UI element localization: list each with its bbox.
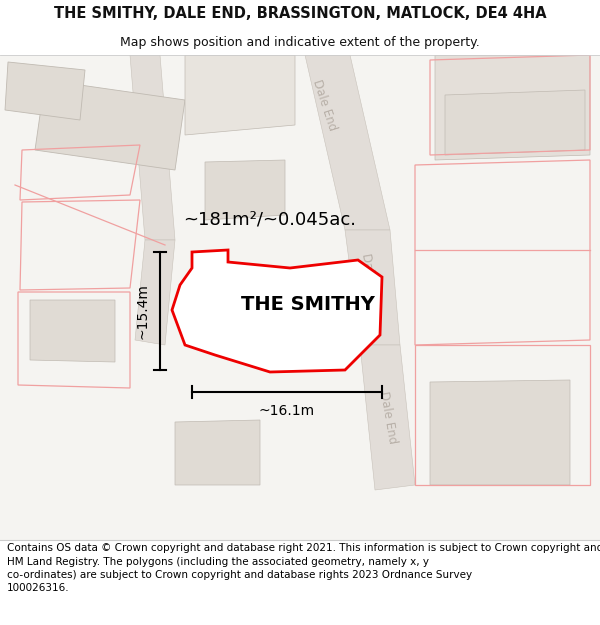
Polygon shape <box>5 62 85 120</box>
Polygon shape <box>130 55 175 240</box>
Text: ~16.1m: ~16.1m <box>259 404 315 418</box>
Polygon shape <box>435 55 590 160</box>
Polygon shape <box>35 80 185 170</box>
Text: Map shows position and indicative extent of the property.: Map shows position and indicative extent… <box>120 36 480 49</box>
Polygon shape <box>172 250 382 372</box>
Polygon shape <box>345 230 400 345</box>
Polygon shape <box>305 55 390 230</box>
Text: THE SMITHY: THE SMITHY <box>241 296 375 314</box>
Polygon shape <box>205 160 285 220</box>
Text: Dale End: Dale End <box>359 253 381 308</box>
Text: ~15.4m: ~15.4m <box>136 283 150 339</box>
Polygon shape <box>360 345 415 490</box>
Polygon shape <box>185 55 295 135</box>
Text: THE SMITHY, DALE END, BRASSINGTON, MATLOCK, DE4 4HA: THE SMITHY, DALE END, BRASSINGTON, MATLO… <box>53 6 547 21</box>
Polygon shape <box>445 90 585 155</box>
Text: ~181m²/~0.045ac.: ~181m²/~0.045ac. <box>183 211 356 229</box>
Text: Contains OS data © Crown copyright and database right 2021. This information is : Contains OS data © Crown copyright and d… <box>7 543 600 593</box>
Polygon shape <box>175 420 260 485</box>
Text: Dale End: Dale End <box>377 391 399 445</box>
Polygon shape <box>30 300 115 362</box>
Polygon shape <box>430 380 570 485</box>
Text: Dale End: Dale End <box>311 78 340 132</box>
Polygon shape <box>135 240 175 345</box>
